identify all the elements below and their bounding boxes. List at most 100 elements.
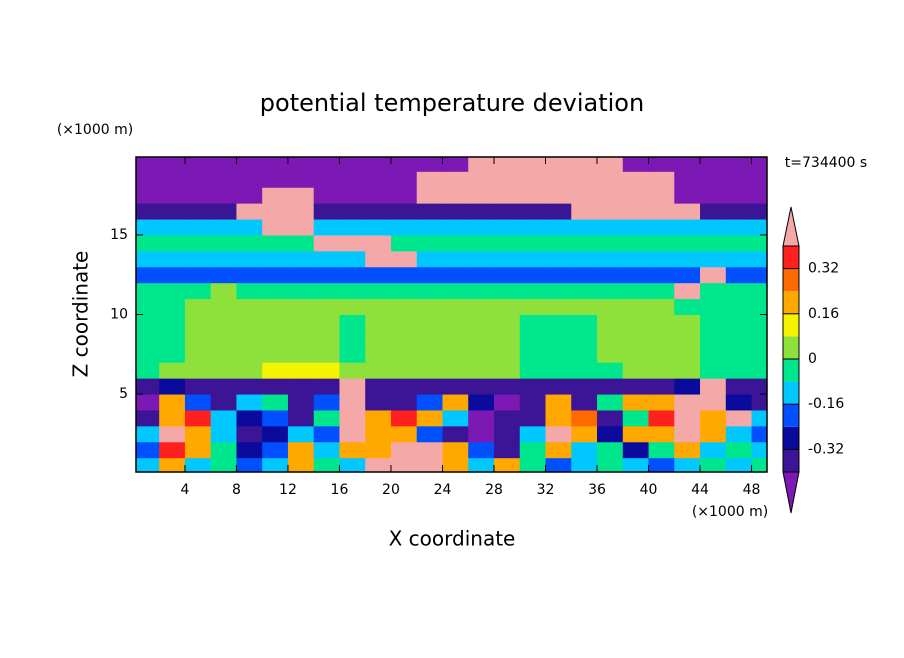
contour-cell <box>313 157 340 172</box>
contour-cell <box>442 362 469 379</box>
contour-cell <box>442 378 469 395</box>
contour-cell <box>416 441 443 459</box>
contour-cell <box>519 266 547 284</box>
contour-cell <box>519 187 547 204</box>
contour-cell <box>287 157 315 172</box>
contour-cell <box>339 203 366 220</box>
contour-cell <box>313 203 340 220</box>
contour-cell <box>287 362 315 379</box>
contour-cell <box>597 266 624 284</box>
contour-cell <box>136 330 160 347</box>
contour-cell <box>159 298 186 315</box>
contour-cell <box>262 203 289 220</box>
contour-cell <box>519 425 547 443</box>
y-tick-label: 5 <box>119 386 128 402</box>
contour-cell <box>571 441 598 459</box>
contour-cell <box>751 346 767 363</box>
contour-cell <box>700 394 727 411</box>
contour-cell <box>365 330 392 347</box>
contour-cell <box>365 346 392 363</box>
contour-cell <box>700 362 727 379</box>
contour-cell <box>571 171 598 188</box>
contour-cell <box>493 171 521 188</box>
contour-cell <box>262 282 289 300</box>
contour-cell <box>648 203 675 220</box>
contour-cell <box>545 314 572 331</box>
contour-cell <box>622 425 650 443</box>
contour-cell <box>262 394 289 411</box>
contour-cell <box>571 187 598 204</box>
contour-cell <box>339 282 366 300</box>
contour-cell <box>674 250 701 268</box>
contour-cell <box>442 314 469 331</box>
contour-cell <box>519 250 547 268</box>
contour-cell <box>700 266 727 284</box>
contour-cell <box>159 409 186 427</box>
contour-cell <box>184 250 212 268</box>
contour-cell <box>416 171 443 188</box>
contour-cell <box>493 250 521 268</box>
contour-cell <box>674 314 701 331</box>
contour-cell <box>210 441 237 459</box>
contour-cell <box>545 187 572 204</box>
y-tick-label: 15 <box>110 227 128 243</box>
contour-cell <box>725 425 753 443</box>
contour-cell <box>648 266 675 284</box>
contour-cell <box>262 409 289 427</box>
contour-cell <box>313 394 340 411</box>
contour-cell <box>751 171 767 188</box>
contour-cell <box>468 266 495 284</box>
contour-cell <box>597 425 624 443</box>
contour-cell <box>493 187 521 204</box>
contour-cell <box>519 157 547 172</box>
contour-cell <box>545 394 572 411</box>
contour-cell <box>210 346 237 363</box>
contour-cell <box>571 346 598 363</box>
contour-cell <box>159 266 186 284</box>
contour-cell <box>184 203 212 220</box>
contour-cell <box>136 346 160 363</box>
colorbar-band <box>783 404 799 427</box>
contour-cell <box>674 457 701 472</box>
colorbar-band <box>783 449 799 472</box>
contour-cell <box>648 346 675 363</box>
contour-cell <box>442 409 469 427</box>
contour-cell <box>571 394 598 411</box>
contour-cell <box>519 171 547 188</box>
contour-cell <box>287 457 315 472</box>
contour-cell <box>184 314 212 331</box>
contour-cell <box>571 362 598 379</box>
contour-cell <box>545 157 572 172</box>
contour-cell <box>184 234 212 252</box>
contour-cell <box>648 409 675 427</box>
contour-cell <box>236 378 263 395</box>
contour-cell <box>287 266 315 284</box>
contour-cell <box>390 441 418 459</box>
contour-cell <box>597 203 624 220</box>
contour-cell <box>597 330 624 347</box>
contour-cell <box>674 157 701 172</box>
x-tick-label: 20 <box>382 482 400 498</box>
contour-cell <box>468 187 495 204</box>
contour-cell <box>468 362 495 379</box>
contour-cell <box>622 314 650 331</box>
contour-cell <box>365 157 392 172</box>
contour-cell <box>210 298 237 315</box>
contour-cell <box>210 425 237 443</box>
colorbar-tick-label: -0.32 <box>808 441 844 457</box>
contour-cell <box>313 171 340 188</box>
contour-cell <box>184 425 212 443</box>
contour-cell <box>287 187 315 204</box>
contour-cell <box>416 157 443 172</box>
contour-cell <box>287 234 315 252</box>
contour-cell <box>571 378 598 395</box>
contour-cell <box>442 187 469 204</box>
contour-cell <box>287 346 315 363</box>
contour-cell <box>545 298 572 315</box>
contour-cell <box>184 187 212 204</box>
contour-cell <box>236 250 263 268</box>
x-tick-label: 4 <box>180 482 189 498</box>
contour-cell <box>416 298 443 315</box>
contour-cell <box>519 409 547 427</box>
